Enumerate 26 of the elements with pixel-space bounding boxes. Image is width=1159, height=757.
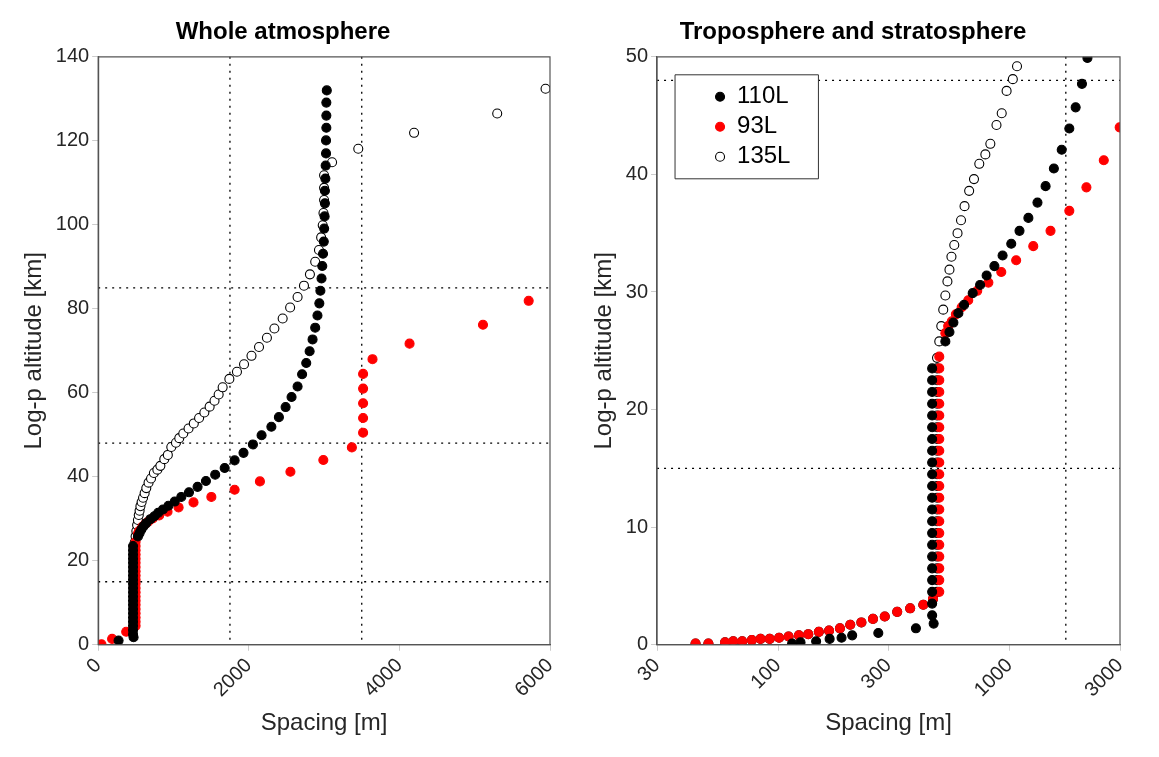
x-tick-label: 100 — [745, 653, 785, 693]
chart-title: Troposphere and stratosphere — [679, 17, 1027, 45]
y-tick-label: 60 — [66, 380, 90, 403]
y-tick-label: 40 — [625, 161, 649, 184]
y-tick-label: 10 — [625, 514, 649, 537]
y-tick-label: 0 — [78, 632, 90, 655]
y-tick-label: 80 — [66, 296, 90, 319]
legend-label: 135L — [737, 141, 791, 169]
y-tick-label: 120 — [55, 128, 90, 151]
x-tick-label: 0 — [81, 653, 105, 677]
y-tick-label: 100 — [55, 212, 90, 235]
y-tick-label: 30 — [625, 279, 649, 302]
y-tick-label: 40 — [66, 464, 90, 487]
y-tick-label: 140 — [55, 44, 90, 67]
y-tick-label: 0 — [636, 632, 649, 655]
x-tick-label: 300 — [856, 653, 896, 693]
y-tick-label: 20 — [625, 397, 649, 420]
x-axis-title: Spacing [m] — [260, 708, 388, 736]
legend-label: 93L — [737, 111, 778, 139]
chart-title: Whole atmosphere — [175, 17, 391, 45]
y-tick-label: 50 — [625, 44, 649, 67]
y-axis-title: Log-p altitude [km] — [19, 252, 47, 450]
y-tick-label: 20 — [66, 548, 90, 571]
x-axis-title: Spacing [m] — [825, 708, 952, 736]
y-axis-title: Log-p altitude [km] — [589, 252, 617, 450]
legend-label: 110L — [737, 81, 789, 109]
